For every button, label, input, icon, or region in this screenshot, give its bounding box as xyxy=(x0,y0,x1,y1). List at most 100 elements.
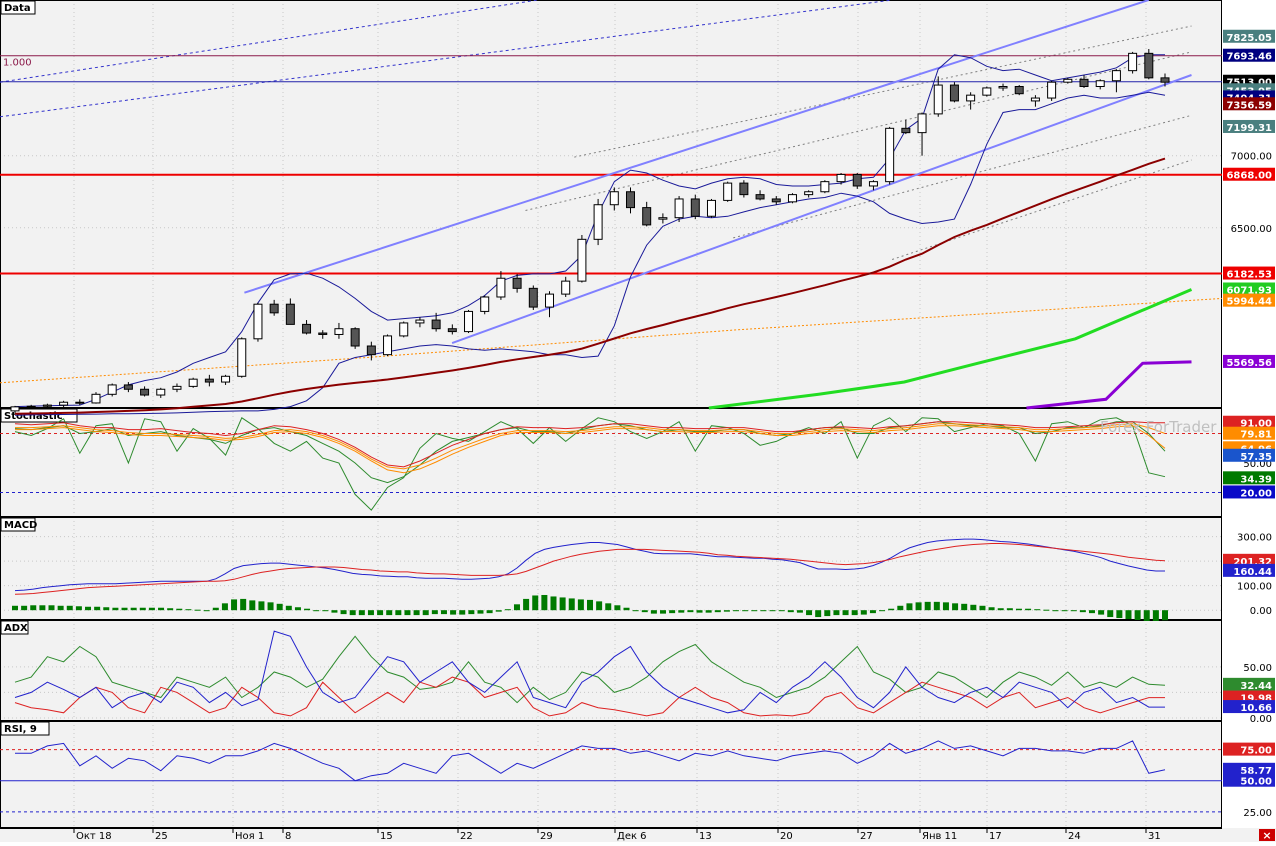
price-label-box xyxy=(1223,426,1275,440)
dotted-grey-line xyxy=(525,51,1192,211)
macd-histogram-bar xyxy=(395,610,402,616)
price-label-box xyxy=(1223,762,1275,776)
panel-title-box xyxy=(0,0,36,15)
candle-body xyxy=(982,87,992,96)
macd-histogram-bar xyxy=(331,610,338,613)
candle-body xyxy=(917,113,927,134)
price-label-text: 20.00 xyxy=(1240,488,1272,499)
macd-histogram-bar xyxy=(340,610,347,615)
price-label-text: 58.77 xyxy=(1240,766,1272,777)
macd-histogram-bar xyxy=(285,605,292,611)
candle-body xyxy=(561,280,571,295)
macd-histogram-bar xyxy=(1052,610,1059,612)
macd-histogram-bar xyxy=(39,605,46,611)
candle-body xyxy=(107,384,117,395)
close-icon[interactable]: × xyxy=(1262,829,1271,842)
macd-histogram-bar xyxy=(459,610,466,615)
panel-title: ADX xyxy=(4,623,28,634)
macd-histogram-bar xyxy=(550,596,557,611)
macd-histogram-bar xyxy=(842,610,849,616)
macd-histogram-bar xyxy=(12,605,18,611)
candle-body xyxy=(302,323,312,334)
macd-histogram-bar xyxy=(450,610,457,615)
macd-histogram-bar xyxy=(148,607,155,611)
rsi-line xyxy=(15,740,1166,782)
candle-body xyxy=(885,127,895,183)
macd-histogram-bar xyxy=(221,603,228,611)
candle-body xyxy=(642,207,652,226)
macd-histogram-bar xyxy=(313,610,320,612)
macd-histogram-bar xyxy=(349,610,356,616)
macd-histogram-bar xyxy=(1015,608,1022,611)
macd-histogram-bar xyxy=(568,598,575,611)
candle-body xyxy=(91,393,101,404)
candle-body xyxy=(609,191,619,206)
candle-body xyxy=(658,217,668,220)
macd-histogram-bar xyxy=(486,610,493,614)
price-label-box xyxy=(1223,97,1275,111)
macd-histogram-bar xyxy=(696,610,703,613)
y-tick-label: 6500.00 xyxy=(1231,224,1272,235)
macd-histogram-bar xyxy=(185,609,192,611)
macd-histogram-bar xyxy=(386,610,393,616)
x-tick-label: 13 xyxy=(699,831,712,842)
macd-histogram-bar xyxy=(85,606,92,611)
candle-body xyxy=(399,322,409,337)
macd-histogram-bar xyxy=(833,610,840,616)
stoch-line xyxy=(14,421,1165,468)
macd-histogram-bar xyxy=(203,610,210,612)
candle-body xyxy=(593,204,603,240)
bollinger-upper xyxy=(14,54,1165,408)
macd-histogram-bar xyxy=(532,595,539,611)
candle-body xyxy=(1144,52,1154,79)
panel-title: Stochastic xyxy=(4,411,63,422)
candle-body xyxy=(755,194,765,200)
adx-line xyxy=(14,635,1166,704)
candle-body xyxy=(253,303,263,340)
panel-title: RSI, 9 xyxy=(4,724,37,735)
candle-body xyxy=(464,310,474,333)
macd-histogram-bar xyxy=(815,610,822,618)
macd-histogram-bar xyxy=(787,610,794,613)
price-label-text: 75.00 xyxy=(1240,746,1272,757)
x-tick-label: 24 xyxy=(1068,831,1081,842)
y-tick-label: 0.00 xyxy=(1250,714,1272,725)
close-button[interactable] xyxy=(1259,829,1275,841)
macd-histogram-bar xyxy=(121,607,128,611)
price-label-box xyxy=(1223,415,1275,429)
price-label-text: 6071.93 xyxy=(1226,286,1272,297)
macd-histogram-bar xyxy=(796,610,803,613)
x-tick-label: 31 xyxy=(1148,831,1161,842)
y-tick-label: 50.00 xyxy=(1243,663,1272,674)
macd-histogram-bar xyxy=(1070,610,1077,612)
macd-histogram-bar xyxy=(1107,610,1114,618)
dotted-grey-line xyxy=(574,25,1192,158)
adx-line xyxy=(14,676,1165,717)
price-label-box xyxy=(1223,563,1275,577)
candle-body xyxy=(318,332,328,335)
price-label-box xyxy=(1223,677,1275,691)
price-label-box xyxy=(1223,773,1275,787)
macd-histogram-bar xyxy=(504,609,511,611)
macd-histogram-bar xyxy=(513,604,520,611)
macd-histogram-bar xyxy=(979,605,986,611)
macd-histogram-bar xyxy=(906,603,913,611)
stoch-line xyxy=(15,425,1166,474)
macd-histogram-bar xyxy=(742,610,749,612)
macd-histogram-bar xyxy=(961,603,968,611)
candle-body xyxy=(1160,77,1170,83)
macd-histogram-bar xyxy=(577,599,584,611)
macd-histogram-bar xyxy=(322,610,329,612)
candle-body xyxy=(350,328,360,347)
candle-body xyxy=(771,198,781,203)
candle-body xyxy=(966,94,976,102)
candle-body xyxy=(901,127,911,134)
macd-histogram-bar xyxy=(1134,610,1141,620)
price-label-box xyxy=(1223,119,1275,133)
x-tick-label: Окт 18 xyxy=(76,831,112,842)
watermark: Forex ForTrader xyxy=(1100,418,1217,436)
macd-histogram-bar xyxy=(1152,610,1159,621)
macd-histogram-bar xyxy=(431,610,438,615)
price-label-text: 7825.05 xyxy=(1226,33,1272,44)
candle-body xyxy=(1030,97,1040,102)
